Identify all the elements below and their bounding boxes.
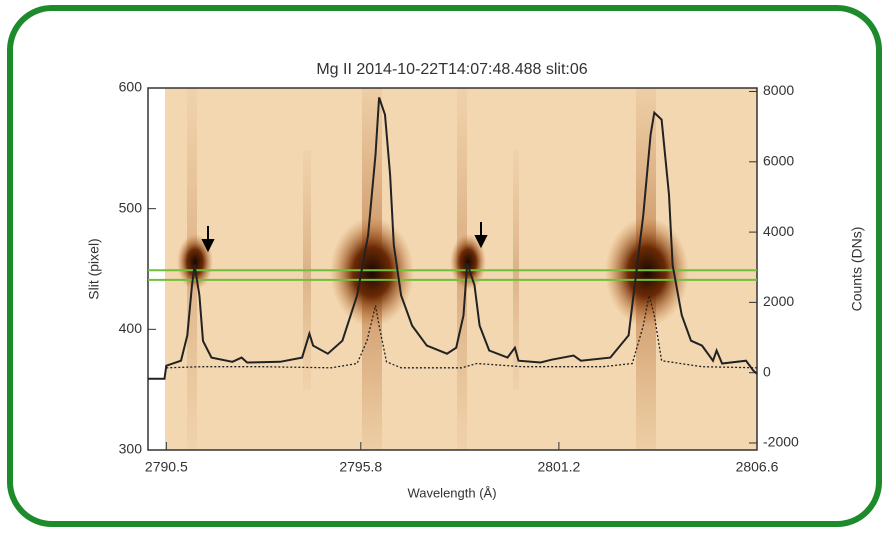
y2-axis-label: Counts (DNs) [849, 227, 865, 312]
x-axis-label: Wavelength (Å) [407, 485, 496, 500]
spectrogram [165, 88, 757, 450]
y-tick-label: 600 [119, 79, 143, 95]
y-axis-label: Slit (pixel) [86, 238, 102, 299]
y2-tick-label: 0 [763, 363, 771, 379]
x-tick-label: 2795.8 [339, 459, 382, 475]
x-tick-label: 2790.5 [145, 459, 188, 475]
y-tick-label: 500 [119, 199, 143, 215]
y-tick-label: 300 [119, 441, 143, 457]
profile-line [148, 97, 758, 380]
profile-line [166, 295, 758, 369]
y2-tick-label: 6000 [763, 153, 794, 169]
plot-frame [147, 87, 758, 451]
y2-tick-label: 2000 [763, 293, 794, 309]
x-tick-label: 2801.2 [537, 459, 580, 475]
y-tick-label: 400 [119, 320, 143, 336]
chart-title: Mg II 2014-10-22T14:07:48.488 slit:06 [316, 61, 587, 78]
y2-tick-label: 4000 [763, 223, 794, 239]
x-tick-label: 2806.6 [736, 459, 779, 475]
y2-tick-label: 8000 [763, 82, 794, 98]
y2-tick-label: -2000 [763, 434, 799, 450]
arrows [201, 222, 488, 253]
